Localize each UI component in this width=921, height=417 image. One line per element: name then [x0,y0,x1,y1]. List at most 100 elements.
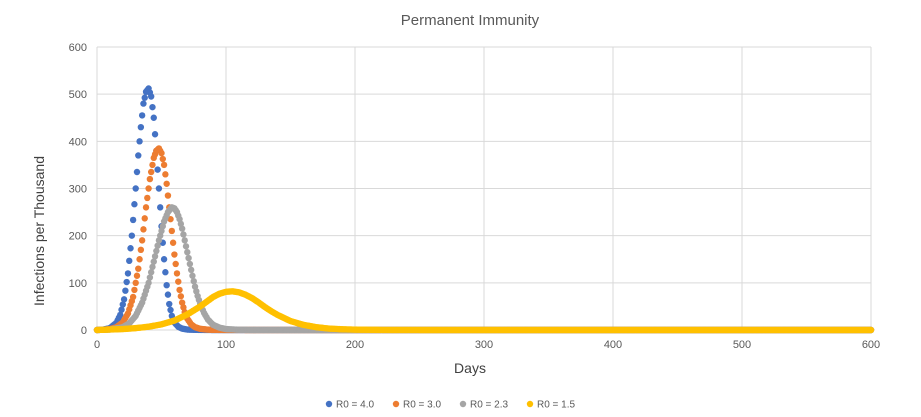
data-point [146,175,154,183]
data-point [173,270,181,277]
data-point [133,168,141,176]
data-point [149,103,156,111]
x-tick-label: 300 [475,339,493,351]
data-point [120,296,128,303]
data-point [169,239,177,246]
data-point [132,279,139,287]
data-point [141,215,148,222]
gridlines [96,46,872,331]
legend-item: R0 = 3.0 [392,400,442,411]
legend-marker [325,400,333,408]
data-point [178,225,186,232]
legend: R0 = 4.0 R0 = 3.0 R0 = 2.3 R0 = 1.5 [325,400,576,411]
y-tick-label: 600 [69,42,87,54]
data-point [162,269,169,276]
x-axis-label: Days [454,360,486,376]
data-point [126,257,133,265]
data-point [160,161,168,169]
data-point [154,242,161,249]
data-point [117,311,124,319]
legend-label: R0 = 3.0 [403,400,442,411]
data-point [167,215,174,223]
data-point [147,168,155,176]
data-point [136,138,143,145]
data-point [138,112,146,119]
chart-title: Permanent Immunity [401,12,540,29]
data-point [163,281,170,289]
data-point [190,277,197,285]
data-point [160,256,168,263]
data-point [140,226,147,233]
x-tick-label: 500 [733,339,751,351]
data-point [186,260,194,268]
data-point [867,326,875,334]
data-point [129,216,137,224]
data-point [181,237,188,244]
y-axis-ticks: 0 100 200 300 400 500 600 [69,42,87,337]
data-point [159,155,166,163]
data-point [189,272,196,279]
legend-item: R0 = 1.5 [526,400,576,411]
data-point [141,94,148,101]
data-point [142,204,150,211]
data-point [171,251,178,258]
data-point [145,279,152,287]
data-point [187,266,195,274]
data-point [162,171,169,178]
y-tick-label: 300 [69,184,87,196]
y-axis-label: Infections per Thousand [31,156,47,306]
data-point [180,231,187,238]
x-tick-label: 200 [346,339,364,351]
y-tick-label: 200 [69,231,87,243]
x-tick-label: 400 [604,339,622,351]
data-point [185,254,192,262]
data-point [176,286,183,294]
data-point [144,194,151,202]
data-point [137,246,145,254]
data-point [163,180,170,187]
data-point [164,291,172,298]
data-point [154,166,161,173]
data-point [166,300,173,308]
data-point [131,286,138,294]
legend-item: R0 = 4.0 [325,400,375,411]
data-point [122,287,129,294]
data-point [132,185,139,192]
data-point [149,263,156,271]
legend-marker [392,400,400,408]
data-point [158,149,165,157]
data-point [123,278,130,286]
data-point [137,123,145,131]
data-point [118,306,125,313]
x-axis-ticks: 0 100 200 300 400 500 600 [94,339,880,351]
data-point [164,192,172,199]
data-point [153,247,160,255]
x-tick-label: 0 [94,339,100,351]
data-point [146,274,154,281]
legend-item: R0 = 2.3 [459,400,509,411]
plot-area [93,85,875,334]
data-point [138,237,146,244]
y-tick-label: 0 [81,325,87,337]
series-3 [93,288,875,334]
y-tick-label: 500 [69,89,87,101]
data-point [147,93,155,100]
data-point [175,278,182,285]
data-point [151,253,159,260]
data-point [167,306,174,314]
data-point [150,258,157,265]
legend-marker [526,400,534,408]
data-point [177,293,185,300]
legend-label: R0 = 2.3 [470,400,509,411]
data-point [136,256,143,263]
data-point [127,245,134,252]
legend-marker [459,400,467,408]
data-point [135,152,142,159]
data-point [124,270,132,277]
data-point [133,272,141,279]
data-point [172,260,179,268]
data-point [131,201,138,208]
y-tick-label: 100 [69,278,87,290]
